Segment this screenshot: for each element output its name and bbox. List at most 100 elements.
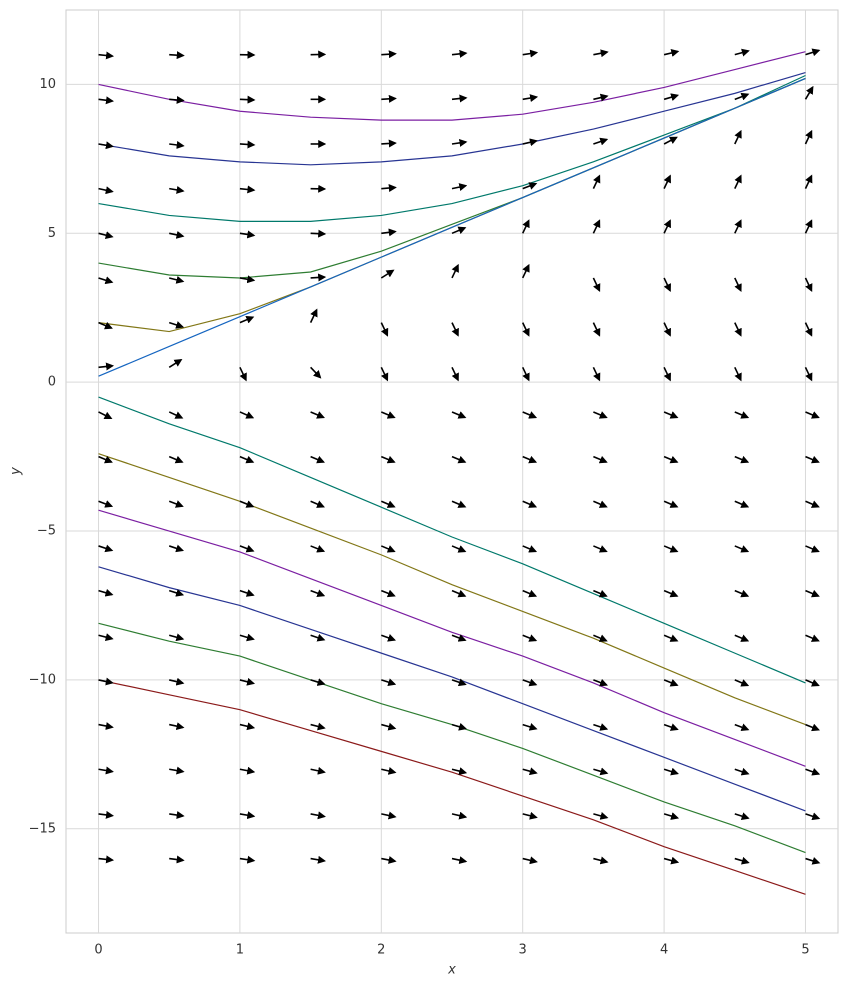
field-arrow <box>451 49 468 58</box>
field-arrow <box>169 811 185 819</box>
field-arrow <box>522 811 538 820</box>
field-arrow <box>804 174 813 189</box>
field-arrow <box>381 184 397 192</box>
field-arrow <box>593 634 608 642</box>
field-arrow <box>734 455 750 464</box>
field-arrow <box>663 366 671 382</box>
field-arrow <box>310 545 326 553</box>
field-arrow <box>804 322 813 337</box>
field-arrow <box>521 322 530 337</box>
field-arrow <box>381 722 397 731</box>
field-arrow <box>310 633 326 642</box>
field-arrow <box>522 411 538 419</box>
field-arrow <box>98 588 114 597</box>
field-arrow <box>593 589 608 598</box>
field-arrow <box>451 678 467 687</box>
field-arrow <box>734 322 742 337</box>
field-arrow <box>663 455 679 464</box>
solution-curve <box>98 566 806 812</box>
field-arrow <box>663 500 679 508</box>
field-arrow <box>451 856 468 865</box>
field-arrow <box>805 500 820 508</box>
field-arrow <box>169 722 185 731</box>
field-arrow <box>805 634 820 642</box>
field-arrow <box>804 277 813 293</box>
y-tick-label: 5 <box>48 226 56 241</box>
field-arrow <box>593 411 608 419</box>
field-arrow <box>734 48 750 57</box>
field-arrow <box>451 138 468 147</box>
field-arrow <box>663 679 679 687</box>
field-arrow <box>169 766 185 775</box>
field-arrow <box>522 49 539 58</box>
solution-curve <box>98 77 806 377</box>
field-arrow <box>663 856 680 865</box>
solution-curve <box>98 453 806 726</box>
field-arrow <box>663 136 678 145</box>
solution-curve <box>98 71 806 166</box>
field-arrow <box>381 678 397 687</box>
field-arrow <box>734 92 750 101</box>
y-tick-label: 0 <box>48 375 56 390</box>
field-arrow <box>451 183 468 191</box>
field-arrow <box>663 277 671 293</box>
field-arrow <box>381 139 397 148</box>
solution-curve <box>98 509 806 767</box>
field-arrow <box>663 767 679 776</box>
field-arrow <box>734 634 750 642</box>
field-arrow <box>310 455 325 464</box>
field-arrow <box>98 411 113 419</box>
field-arrow <box>804 85 814 100</box>
field-arrow <box>804 219 813 234</box>
field-arrow <box>381 228 397 237</box>
field-arrow <box>381 94 397 103</box>
field-arrow <box>734 277 742 293</box>
field-arrow <box>380 269 395 279</box>
field-arrow <box>310 811 326 820</box>
field-arrow <box>734 767 750 776</box>
field-arrow <box>663 812 680 820</box>
field-arrow <box>239 722 256 731</box>
field-arrow <box>381 856 397 864</box>
field-arrow <box>663 322 671 337</box>
field-arrow <box>381 634 396 642</box>
field-arrow <box>168 589 185 597</box>
field-arrow <box>168 411 184 419</box>
field-arrow <box>805 589 820 598</box>
field-arrow <box>239 811 256 820</box>
field-arrow <box>663 634 679 642</box>
field-arrow <box>169 140 185 149</box>
field-arrow <box>593 545 608 553</box>
field-arrow <box>98 231 114 240</box>
field-arrow <box>239 855 256 864</box>
field-arrow <box>239 230 256 239</box>
field-arrow <box>522 94 539 103</box>
field-arrow <box>593 137 609 146</box>
field-arrow <box>663 411 679 419</box>
field-arrow <box>451 263 459 279</box>
field-arrow <box>169 855 185 864</box>
field-arrow <box>521 263 530 279</box>
field-arrow <box>98 722 114 730</box>
field-arrow <box>310 766 326 775</box>
x-tick-label: 4 <box>660 943 668 958</box>
field-arrow <box>451 500 467 508</box>
field-arrow <box>168 500 184 508</box>
field-arrow <box>592 366 601 382</box>
field-arrow <box>239 95 256 104</box>
field-arrow <box>734 500 750 508</box>
field-arrow <box>381 767 397 775</box>
field-arrow <box>310 589 326 598</box>
field-arrow <box>98 321 113 330</box>
field-arrow <box>98 51 115 60</box>
plot-area <box>65 9 839 934</box>
field-arrow <box>804 129 813 145</box>
x-tick-label: 1 <box>236 943 244 958</box>
field-arrow <box>522 500 538 508</box>
field-arrow <box>239 589 255 597</box>
field-arrow <box>239 185 256 194</box>
field-arrow <box>593 455 608 464</box>
field-arrow <box>522 455 538 464</box>
field-arrow <box>169 185 185 194</box>
field-arrow <box>169 275 185 284</box>
